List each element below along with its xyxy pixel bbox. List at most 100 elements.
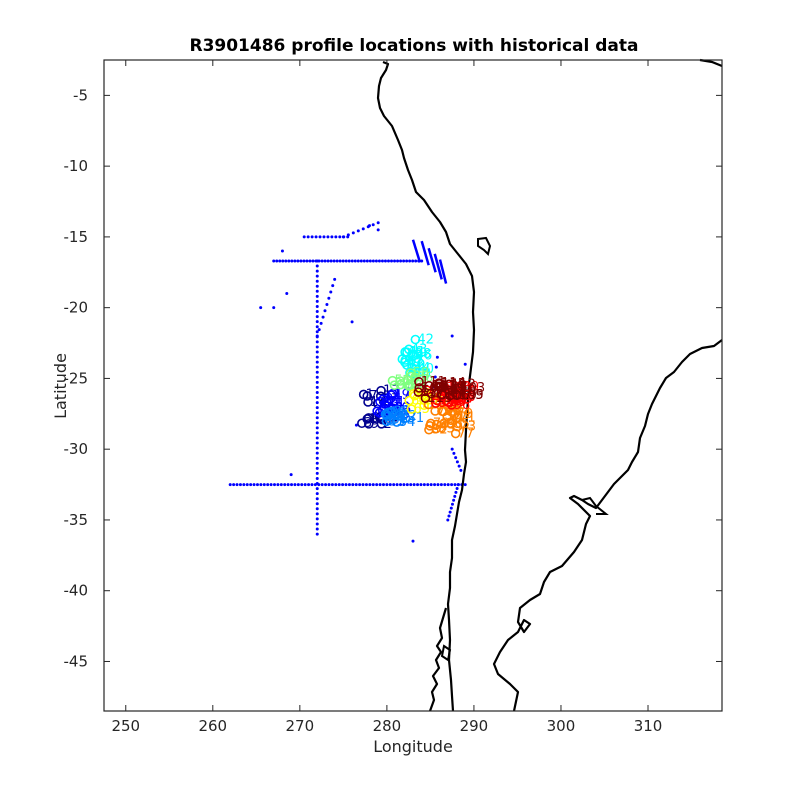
historical-point (358, 483, 362, 487)
profile-marker (375, 391, 386, 402)
profile-number-label: 83 (438, 422, 455, 437)
historical-point (289, 473, 293, 477)
historical-point (359, 259, 363, 263)
historical-point (353, 259, 357, 263)
historical-point (356, 259, 360, 263)
historical-point (315, 284, 319, 288)
profile-number-label: 34 (399, 415, 416, 430)
y-tick-label: -15 (64, 228, 89, 246)
axes-box (103, 59, 723, 712)
chart-title: R3901486 profile locations with historic… (189, 36, 638, 56)
historical-point (315, 299, 319, 303)
profile-number-label: 42 (417, 333, 434, 348)
profile-number-label: 115 (441, 377, 466, 392)
profile-number-label: 9 (371, 417, 379, 432)
historical-point (228, 483, 232, 487)
historical-point (434, 365, 438, 369)
profile-marker (426, 388, 436, 399)
profile-number-label: 47 (407, 355, 424, 370)
historical-point (315, 471, 319, 475)
historical-point (449, 506, 453, 510)
historical-point (310, 483, 314, 487)
historical-point (386, 259, 390, 263)
historical-point (315, 365, 319, 369)
historical-point (315, 476, 319, 480)
historical-point (395, 483, 399, 487)
historical-point (331, 284, 335, 288)
historical-point (315, 426, 319, 430)
historical-point (351, 483, 355, 487)
historical-point (429, 483, 433, 487)
historical-point (319, 321, 323, 325)
historical-point (238, 483, 242, 487)
profile-number-label: 27 (394, 404, 411, 419)
historical-point (338, 235, 342, 239)
historical-point (296, 483, 300, 487)
historical-point (361, 483, 365, 487)
coastline-east-brazil (699, 58, 723, 68)
historical-point (290, 259, 294, 263)
historical-point (354, 483, 358, 487)
historical-point (266, 483, 270, 487)
profile-number-label: 49 (404, 352, 421, 367)
historical-point (315, 401, 319, 405)
historical-point (367, 224, 371, 228)
historical-segment (427, 247, 437, 273)
y-tick-label: -25 (64, 369, 89, 387)
historical-point (320, 483, 324, 487)
profile-number-label: 3 (364, 416, 372, 431)
x-axis-ticks: 250 260 270 280 290 300 310 (111, 60, 662, 735)
profile-number-label: 120 (451, 383, 476, 398)
profile-number-label: 60 (396, 378, 413, 393)
profile-marker (414, 376, 424, 387)
historical-point (278, 259, 282, 263)
historical-point (396, 259, 400, 263)
profile-marker (404, 381, 414, 392)
profile-number-label: 87 (459, 392, 476, 407)
historical-point (344, 259, 348, 263)
historical-point (392, 483, 396, 487)
historical-point (315, 320, 319, 324)
profile-marker (436, 381, 446, 392)
historical-point (356, 229, 360, 233)
historical-point (283, 483, 287, 487)
historical-point (412, 483, 416, 487)
y-tick-label: -5 (73, 86, 88, 104)
profile-number-label: 86 (446, 416, 463, 431)
historical-segment (433, 253, 443, 280)
historical-point (333, 277, 337, 281)
profile-number-label: 98 (459, 390, 476, 405)
historical-point (315, 259, 319, 263)
historical-point (419, 483, 423, 487)
historical-point (450, 502, 454, 506)
historical-segment (411, 239, 422, 263)
historical-point (299, 259, 303, 263)
historical-point (315, 370, 319, 374)
profile-number-label: 48 (407, 345, 424, 360)
historical-segment (420, 240, 430, 266)
historical-point (315, 264, 319, 268)
profile-marker (363, 413, 374, 423)
x-tick-label: 280 (373, 717, 402, 735)
historical-point (315, 396, 319, 400)
historical-point (329, 290, 333, 294)
profile-marker (386, 390, 397, 400)
historical-point (456, 483, 460, 487)
historical-point (315, 406, 319, 410)
historical-point (315, 340, 319, 344)
profile-marker (387, 388, 398, 399)
profile-marker (384, 414, 395, 425)
x-tick-label: 300 (547, 717, 576, 735)
historical-point (315, 334, 319, 338)
historical-point (284, 259, 288, 263)
y-tick-label: -35 (64, 511, 89, 529)
profile-marker (404, 395, 414, 406)
historical-point (338, 259, 342, 263)
profile-marker (408, 350, 419, 361)
historical-point (315, 461, 319, 465)
historical-point (409, 483, 413, 487)
y-tick-label: -30 (64, 440, 89, 458)
historical-point (455, 486, 459, 490)
historical-point (315, 512, 319, 516)
